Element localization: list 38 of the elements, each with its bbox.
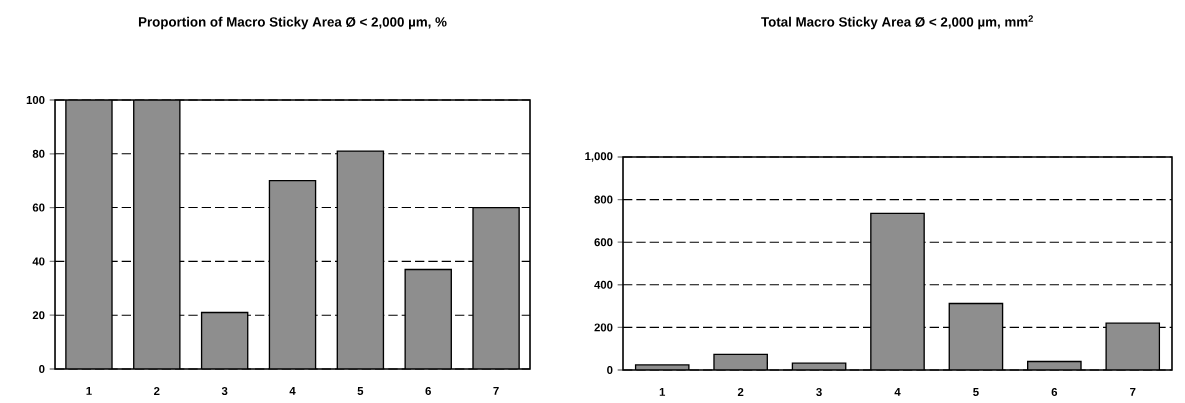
chart-title: Proportion of Macro Sticky Area Ø < 2,000 µm, % [138, 16, 447, 30]
x-tick-label: 7 [493, 387, 499, 395]
bar [1105, 322, 1161, 370]
y-tick-label: 400 [594, 280, 613, 289]
y-tick-label: 20 [32, 311, 45, 320]
x-tick-label: 3 [816, 388, 822, 397]
y-tick-label: 1,000 [585, 152, 613, 162]
x-tick-label: 7 [1130, 388, 1136, 396]
y-tick-label: 40 [32, 257, 45, 266]
bar [337, 151, 384, 369]
x-tick-label: 1 [659, 388, 666, 396]
y-tick-label: 0 [39, 364, 45, 373]
x-tick-label: 6 [425, 387, 431, 396]
y-tick-label: 600 [594, 238, 613, 247]
y-tick-label: 60 [32, 203, 45, 212]
y-tick-label: 100 [26, 95, 45, 104]
x-tick-label: 6 [1051, 388, 1058, 397]
x-tick-label: 5 [973, 388, 979, 396]
y-tick-label: 200 [594, 323, 613, 332]
y-tick-label: 80 [32, 149, 45, 158]
bar [949, 303, 1003, 370]
bar [472, 206, 520, 369]
x-tick-label: 3 [221, 387, 228, 396]
bar [870, 213, 925, 370]
x-tick-label: 1 [86, 387, 92, 395]
bar [269, 180, 316, 369]
x-tick-label: 4 [289, 387, 296, 395]
y-tick-label: 800 [594, 195, 613, 204]
chart-title: Total Macro Sticky Area Ø < 2,000 µm, mm$^{2}$ [761, 15, 1033, 30]
bar [133, 99, 180, 369]
bar [201, 312, 248, 369]
bar [65, 99, 113, 369]
x-tick-label: 2 [737, 388, 744, 396]
y-tick-label: 0 [607, 365, 613, 374]
x-tick-label: 2 [154, 387, 160, 395]
bar [405, 269, 452, 369]
x-tick-label: 4 [894, 388, 901, 396]
x-tick-label: 5 [357, 387, 364, 395]
